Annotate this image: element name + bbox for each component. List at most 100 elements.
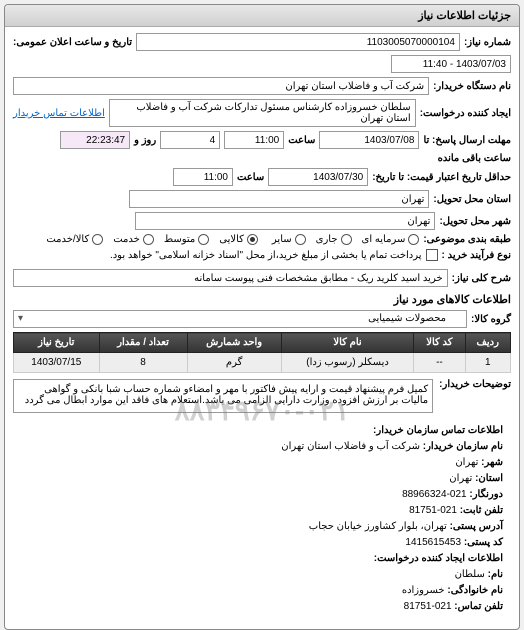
row-validity: حداقل تاریخ اعتبار قیمت: تا تاریخ: 1403/…	[13, 168, 511, 186]
goods-table: ردیف کد کالا نام کالا واحد شمارش تعداد /…	[13, 332, 511, 373]
time-left-label: ساعت باقی مانده	[438, 153, 511, 164]
creator-label: ایجاد کننده درخواست:	[420, 108, 511, 119]
row-process: نوع فرآیند خرید : پرداخت تمام یا بخشی از…	[13, 249, 511, 261]
radio-capital[interactable]: سرمایه ای	[362, 234, 420, 245]
process-checkbox[interactable]	[426, 249, 438, 261]
goods-section-title: اطلاعات کالاهای مورد نیاز	[13, 293, 511, 306]
name-label: نام:	[488, 569, 503, 580]
row-creator: ایجاد کننده درخواست: سلطان خسروزاده کارش…	[13, 99, 511, 127]
city-value: تهران	[455, 457, 478, 468]
radio-current[interactable]: جاری	[316, 234, 352, 245]
province-label: استان:	[475, 473, 503, 484]
contact-phone-value: 021-81751	[404, 601, 452, 612]
qty-radio-group: کالایی متوسط خدمت کالا/خدمت	[46, 234, 258, 245]
radio-dot-icon	[408, 234, 419, 245]
row-delivery-city: شهر محل تحویل: تهران	[13, 212, 511, 230]
phone-label: تلفن ثابت:	[460, 505, 503, 516]
th-row: ردیف	[465, 333, 511, 353]
radio-other-label: سایر	[272, 234, 292, 245]
phone-value: 021-81751	[409, 505, 457, 516]
delivery-city-label: شهر محل تحویل:	[439, 216, 511, 227]
postcode-value: 1415615453	[405, 537, 461, 548]
radio-low[interactable]: کالایی	[219, 234, 258, 245]
family-value: خسروزاده	[402, 585, 445, 596]
contact-phone-label: تلفن تماس:	[454, 601, 503, 612]
creator-value: سلطان خسروزاده کارشناس مسئول تدارکات شرک…	[109, 99, 416, 127]
need-title-value: خرید اسید کلرید ریک - مطابق مشخصات فنی پ…	[13, 269, 448, 287]
radio-current-label: جاری	[316, 234, 338, 245]
table-header-row: ردیف کد کالا نام کالا واحد شمارش تعداد /…	[14, 333, 511, 353]
radio-dot-icon	[143, 234, 154, 245]
req-no-value: 1103005070000104	[136, 33, 460, 51]
radio-hi-label: خدمت	[113, 234, 140, 245]
fax-label: دورنگار:	[469, 489, 503, 500]
radio-other[interactable]: سایر	[272, 234, 306, 245]
row-delivery-province: استان محل تحویل: تهران	[13, 190, 511, 208]
announce-label: تاریخ و ساعت اعلان عمومی:	[13, 37, 132, 48]
cell-date: 1403/07/15	[14, 353, 100, 373]
contact-header: اطلاعات تماس سازمان خریدار:	[373, 425, 503, 436]
radio-dot-icon	[198, 234, 209, 245]
radio-capital-label: سرمایه ای	[362, 234, 406, 245]
row-req-no: شماره نیاز: 1103005070000104 تاریخ و ساع…	[13, 33, 511, 73]
radio-dot-icon	[247, 234, 258, 245]
radio-dot-icon	[295, 234, 306, 245]
buyer-contact-link[interactable]: اطلاعات تماس خریدار	[13, 108, 105, 119]
days-left-label: روز و	[134, 135, 156, 146]
radio-dot-icon	[92, 234, 103, 245]
process-label: نوع فرآیند خرید :	[442, 250, 511, 261]
name-value: سلطان	[455, 569, 485, 580]
postcode-label: کد پستی:	[464, 537, 503, 548]
row-budget: طبقه بندی موضوعی: سرمایه ای جاری سایر کا…	[13, 234, 511, 245]
time-left: 22:23:47	[60, 131, 130, 149]
goods-group-select[interactable]: محصولات شیمیایی	[13, 310, 467, 328]
delivery-city-value: تهران	[135, 212, 435, 230]
goods-group-label: گروه کالا:	[471, 314, 511, 325]
addr-value: تهران، بلوار کشاورز خیابان حجاب	[309, 521, 447, 532]
family-label: نام خانوادگی:	[447, 585, 503, 596]
org-value: شرکت آب و فاضلاب استان تهران	[281, 441, 420, 452]
notes-row: توضیحات خریدار: کمیل فرم پیشنهاد قیمت و …	[13, 379, 511, 413]
details-panel: جزئیات اطلاعات نیاز شماره نیاز: 11030050…	[4, 4, 520, 630]
contact-block: اطلاعات تماس سازمان خریدار: نام سازمان خ…	[13, 423, 511, 623]
notes-text: کمیل فرم پیشنهاد قیمت و ارایه پیش فاکتور…	[13, 379, 433, 413]
days-left: 4	[160, 131, 220, 149]
req-creator-header: اطلاعات ایجاد کننده درخواست:	[374, 553, 503, 564]
budget-radio-group: سرمایه ای جاری سایر	[272, 234, 419, 245]
validity-label: حداقل تاریخ اعتبار قیمت: تا تاریخ:	[372, 172, 511, 183]
cell-name: دیسکلر (رسوب زدا)	[281, 353, 414, 373]
row-goods-group: گروه کالا: محصولات شیمیایی	[13, 310, 511, 328]
goods-group-value: محصولات شیمیایی	[368, 313, 446, 324]
city-label: شهر:	[481, 457, 503, 468]
announce-datetime: 1403/07/03 - 11:40	[391, 55, 511, 73]
row-buyer-org: نام دستگاه خریدار: شرکت آب و فاضلاب استا…	[13, 77, 511, 95]
row-deadline: مهلت ارسال پاسخ: تا 1403/07/08 ساعت 11:0…	[13, 131, 511, 164]
radio-low-label: کالایی	[219, 234, 244, 245]
cell-row: 1	[465, 353, 511, 373]
process-note: پرداخت تمام یا بخشی از مبلغ خرید،از محل …	[110, 250, 422, 261]
buyer-org-label: نام دستگاه خریدار:	[433, 81, 511, 92]
cell-code: --	[414, 353, 465, 373]
cell-qty: 8	[99, 353, 187, 373]
delivery-province-label: استان محل تحویل:	[433, 194, 511, 205]
panel-body: شماره نیاز: 1103005070000104 تاریخ و ساع…	[5, 27, 519, 629]
validity-date: 1403/07/30	[268, 168, 368, 186]
notes-label: توضیحات خریدار:	[439, 379, 511, 390]
deadline-time: 11:00	[224, 131, 284, 149]
req-no-label: شماره نیاز:	[464, 37, 511, 48]
deadline-date: 1403/07/08	[319, 131, 419, 149]
radio-installment[interactable]: کالا/خدمت	[46, 234, 103, 245]
deadline-label: مهلت ارسال پاسخ: تا	[423, 135, 511, 146]
th-date: تاریخ نیاز	[14, 333, 100, 353]
radio-dot-icon	[341, 234, 352, 245]
addr-label: آدرس پستی:	[450, 521, 503, 532]
buyer-org-value: شرکت آب و فاضلاب استان تهران	[13, 77, 429, 95]
fax-value: 021-88966324	[402, 489, 467, 500]
radio-med-label: متوسط	[164, 234, 195, 245]
row-need-title: شرح کلی نیاز: خرید اسید کلرید ریک - مطاب…	[13, 269, 511, 287]
radio-hi[interactable]: خدمت	[113, 234, 154, 245]
province-value: تهران	[449, 473, 472, 484]
validity-time: 11:00	[173, 168, 233, 186]
radio-med[interactable]: متوسط	[164, 234, 209, 245]
cell-unit: گرم	[187, 353, 281, 373]
